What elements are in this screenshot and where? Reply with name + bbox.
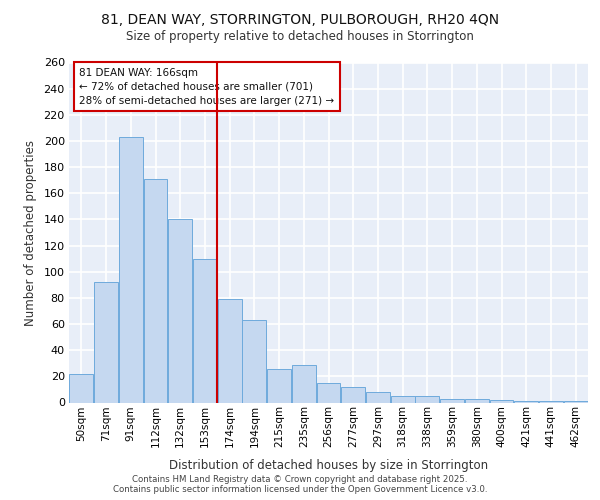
Bar xyxy=(94,282,118,403)
Bar xyxy=(242,320,266,402)
Bar xyxy=(267,368,291,402)
Bar xyxy=(218,299,242,403)
Bar xyxy=(415,396,439,402)
Bar xyxy=(391,396,415,402)
Bar xyxy=(366,392,390,402)
Bar xyxy=(440,398,464,402)
Y-axis label: Number of detached properties: Number of detached properties xyxy=(23,140,37,326)
Bar xyxy=(292,364,316,403)
Bar xyxy=(143,179,167,402)
Bar xyxy=(539,401,563,402)
Text: Size of property relative to detached houses in Storrington: Size of property relative to detached ho… xyxy=(126,30,474,43)
Bar xyxy=(168,220,192,402)
Bar xyxy=(341,387,365,402)
Bar xyxy=(514,401,538,402)
Bar xyxy=(193,258,217,402)
Bar xyxy=(119,137,143,402)
X-axis label: Distribution of detached houses by size in Storrington: Distribution of detached houses by size … xyxy=(169,458,488,471)
Bar xyxy=(317,383,340,402)
Text: Contains HM Land Registry data © Crown copyright and database right 2025.
Contai: Contains HM Land Registry data © Crown c… xyxy=(113,474,487,494)
Bar xyxy=(490,400,514,402)
Bar xyxy=(70,374,94,402)
Bar xyxy=(563,401,587,402)
Text: 81 DEAN WAY: 166sqm
← 72% of detached houses are smaller (701)
28% of semi-detac: 81 DEAN WAY: 166sqm ← 72% of detached ho… xyxy=(79,68,335,106)
Text: 81, DEAN WAY, STORRINGTON, PULBOROUGH, RH20 4QN: 81, DEAN WAY, STORRINGTON, PULBOROUGH, R… xyxy=(101,12,499,26)
Bar xyxy=(465,398,489,402)
